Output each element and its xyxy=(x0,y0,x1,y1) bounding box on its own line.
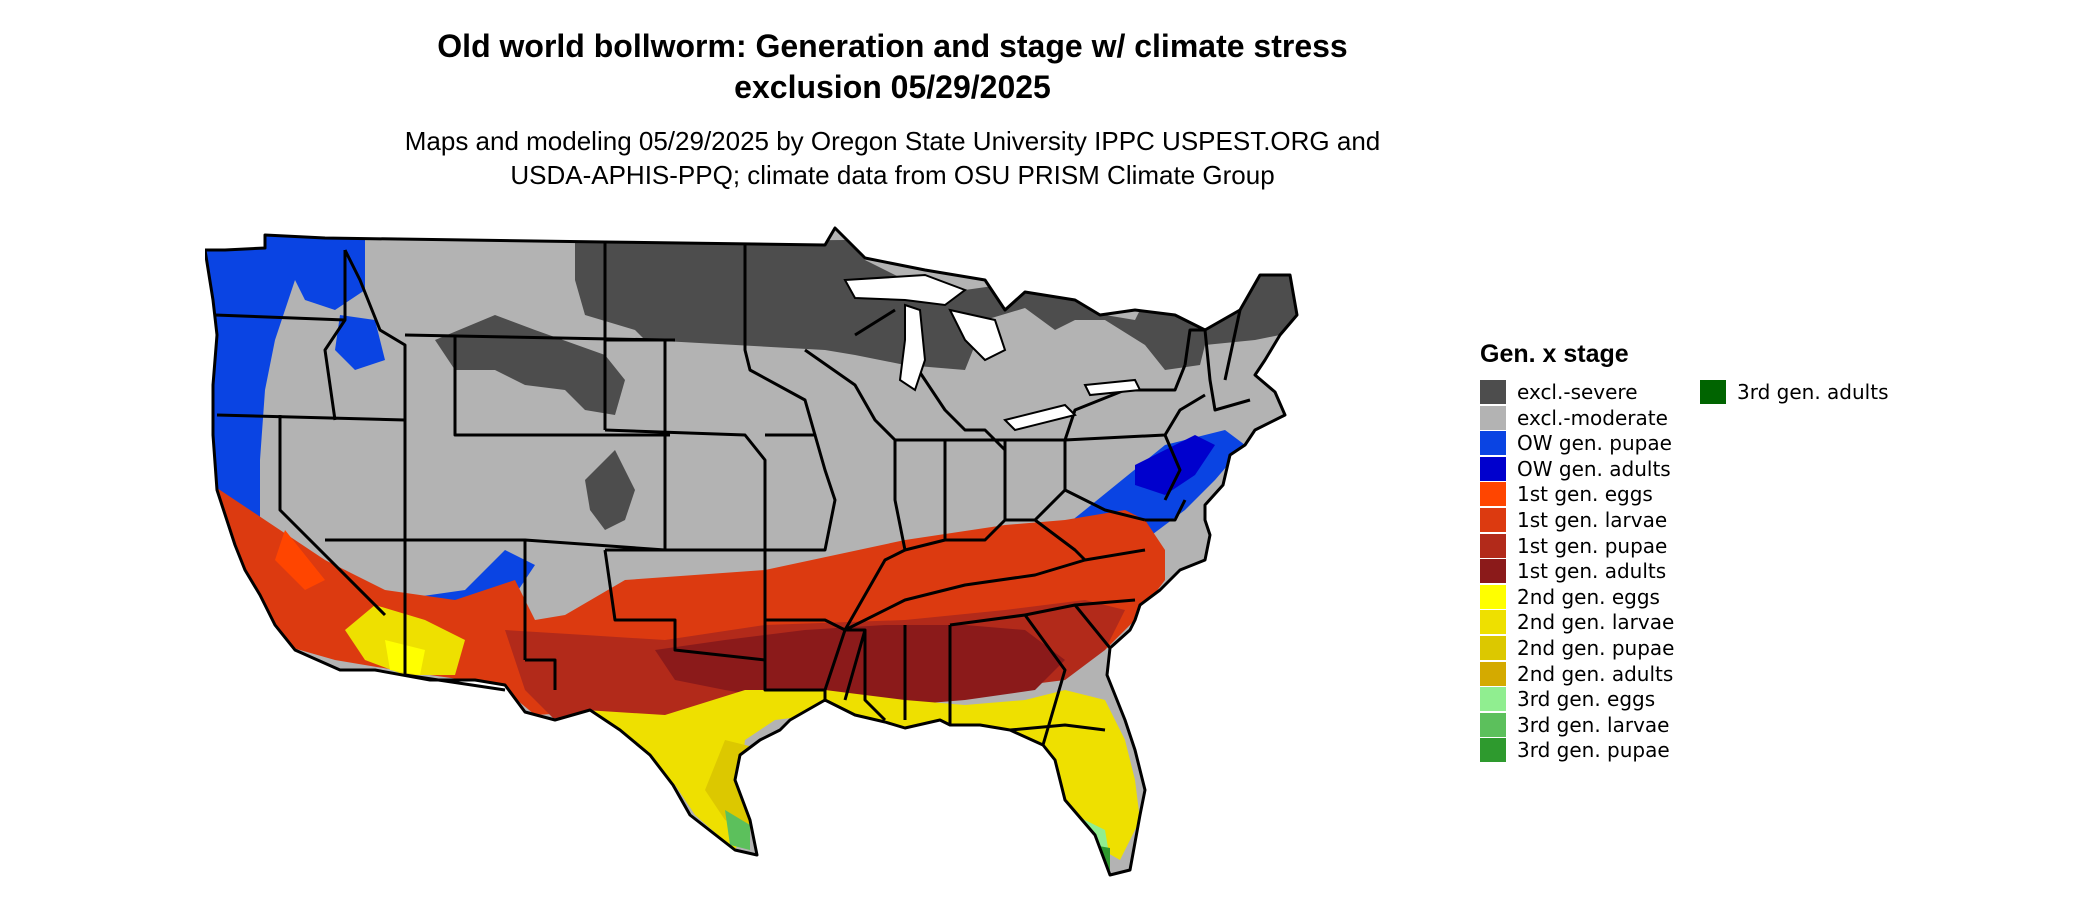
legend-swatch xyxy=(1480,636,1506,660)
border-va-wv xyxy=(1034,488,1146,562)
legend-label: OW gen. adults xyxy=(1517,456,1671,481)
map-subtitle-line2: USDA-APHIS-PPQ; climate data from OSU PR… xyxy=(510,160,1275,190)
map-title-line2: exclusion 05/29/2025 xyxy=(734,69,1051,105)
legend-label: excl.-moderate xyxy=(1517,405,1668,430)
legend-item: 3rd gen. adults xyxy=(1700,379,1888,405)
map-legend: Gen. x stage excl.-severe excl.-moderate O… xyxy=(1480,340,1920,763)
zone-ow-pupae-idaho xyxy=(335,315,385,370)
zone-1st-eggs-az xyxy=(275,530,325,590)
legend-swatch xyxy=(1480,405,1506,430)
border-mi xyxy=(854,308,1007,452)
legend-label: 1st gen. larvae xyxy=(1517,508,1668,532)
legend-label: OW gen. pupae xyxy=(1517,431,1672,456)
legend-label: 1st gen. pupae xyxy=(1517,533,1668,558)
us-map xyxy=(205,226,1299,877)
border-ar-la xyxy=(763,620,867,701)
legend-item: 1st gen. larvae xyxy=(1480,507,1667,533)
map-title-line1: Old world bollworm: Generation and stage… xyxy=(437,28,1348,64)
zone-1st-adults xyxy=(655,625,1065,705)
legend-label: 2nd gen. adults xyxy=(1517,661,1674,686)
legend-label: 2nd gen. pupae xyxy=(1517,636,1675,660)
legend-item: excl.-moderate xyxy=(1480,405,1668,431)
legend-swatch xyxy=(1480,380,1506,404)
border-ia-mo xyxy=(763,433,846,632)
lake-superior xyxy=(843,273,968,307)
legend-swatch xyxy=(1480,712,1506,737)
legend-label: 3rd gen. adults xyxy=(1737,380,1889,404)
border-ky-tn xyxy=(844,548,1146,632)
border-id xyxy=(323,249,407,421)
legend-swatch xyxy=(1480,687,1506,712)
border-wi-il xyxy=(804,348,907,631)
legend-item: 2nd gen. pupae xyxy=(1480,635,1674,661)
legend-item: OW gen. pupae xyxy=(1480,430,1672,456)
legend-item: 1st gen. pupae xyxy=(1480,533,1667,559)
lake-erie xyxy=(1003,403,1077,432)
map-subtitle-line1: Maps and modeling 05/29/2025 by Oregon S… xyxy=(404,126,1381,156)
legend-title: Gen. x stage xyxy=(1480,340,1629,368)
great-lakes xyxy=(843,273,1142,432)
legend-swatch xyxy=(1480,661,1506,686)
border-dakotas xyxy=(603,242,675,430)
legend-item: 1st gen. adults xyxy=(1480,558,1666,584)
legend-label: 2nd gen. eggs xyxy=(1517,584,1660,609)
legend-swatch xyxy=(1480,738,1506,763)
border-wy xyxy=(453,335,670,437)
lake-huron xyxy=(948,308,1007,362)
border-ne-ks xyxy=(604,428,767,552)
zone-excl-severe-rockies xyxy=(435,315,625,415)
legend-swatch xyxy=(1480,584,1506,609)
zone-excl-severe-co xyxy=(585,450,635,530)
map-title: Old world bollworm: Generation and stage… xyxy=(215,26,1570,108)
legend-label: 1st gen. adults xyxy=(1517,559,1667,584)
legend-swatch xyxy=(1480,482,1506,507)
map-subtitle: Maps and modeling 05/29/2025 by Oregon S… xyxy=(215,124,1570,192)
stage-zones xyxy=(205,228,1297,875)
border-sc-nc xyxy=(1024,598,1136,649)
border-az-nm xyxy=(403,540,557,692)
legend-item: 1st gen. eggs xyxy=(1480,481,1653,507)
legend-item: 2nd gen. larvae xyxy=(1480,609,1674,635)
legend-swatch xyxy=(1480,610,1506,635)
border-nj-md xyxy=(1145,434,1187,522)
legend-item: 3rd gen. pupae xyxy=(1480,737,1670,763)
zone-ow-adults-east xyxy=(1135,435,1215,495)
legend-item: 3rd gen. eggs xyxy=(1480,686,1655,712)
legend-swatch xyxy=(1700,380,1726,404)
legend-item: 3rd gen. larvae xyxy=(1480,712,1669,738)
state-borders xyxy=(205,226,1299,877)
legend-swatch xyxy=(1480,456,1506,481)
lake-michigan xyxy=(898,303,927,392)
legend-swatch xyxy=(1480,533,1506,558)
lake-ontario xyxy=(1083,378,1142,397)
border-new-england xyxy=(1183,309,1251,412)
legend-label: 1st gen. eggs xyxy=(1517,482,1653,507)
legend-item: 2nd gen. adults xyxy=(1480,661,1673,687)
zone-ow-pupae-interior xyxy=(265,228,365,310)
zone-3rd-larvae xyxy=(725,810,750,850)
us-outline xyxy=(205,226,1299,877)
legend-label: 3rd gen. larvae xyxy=(1517,712,1670,737)
legend-swatch xyxy=(1480,559,1506,584)
legend-item: OW gen. adults xyxy=(1480,456,1671,482)
legend-items: excl.-severe excl.-moderate OW gen. pupae O… xyxy=(1480,379,1920,763)
legend-item: 2nd gen. eggs xyxy=(1480,584,1660,610)
legend-label: excl.-severe xyxy=(1517,380,1638,404)
border-ca-nv xyxy=(278,415,387,617)
border-or-ca-nv xyxy=(216,413,406,422)
legend-item: excl.-severe xyxy=(1480,379,1638,405)
legend-swatch xyxy=(1480,508,1506,532)
border-ms-al-ga xyxy=(863,613,1067,746)
legend-label: 3rd gen. pupae xyxy=(1517,738,1670,763)
border-ut-co xyxy=(403,420,666,660)
legend-label: 3rd gen. eggs xyxy=(1517,687,1656,712)
border-fl-ga xyxy=(1009,723,1106,732)
border-wa-or xyxy=(214,313,346,322)
legend-label: 2nd gen. larvae xyxy=(1517,610,1675,635)
legend-swatch xyxy=(1480,431,1506,456)
